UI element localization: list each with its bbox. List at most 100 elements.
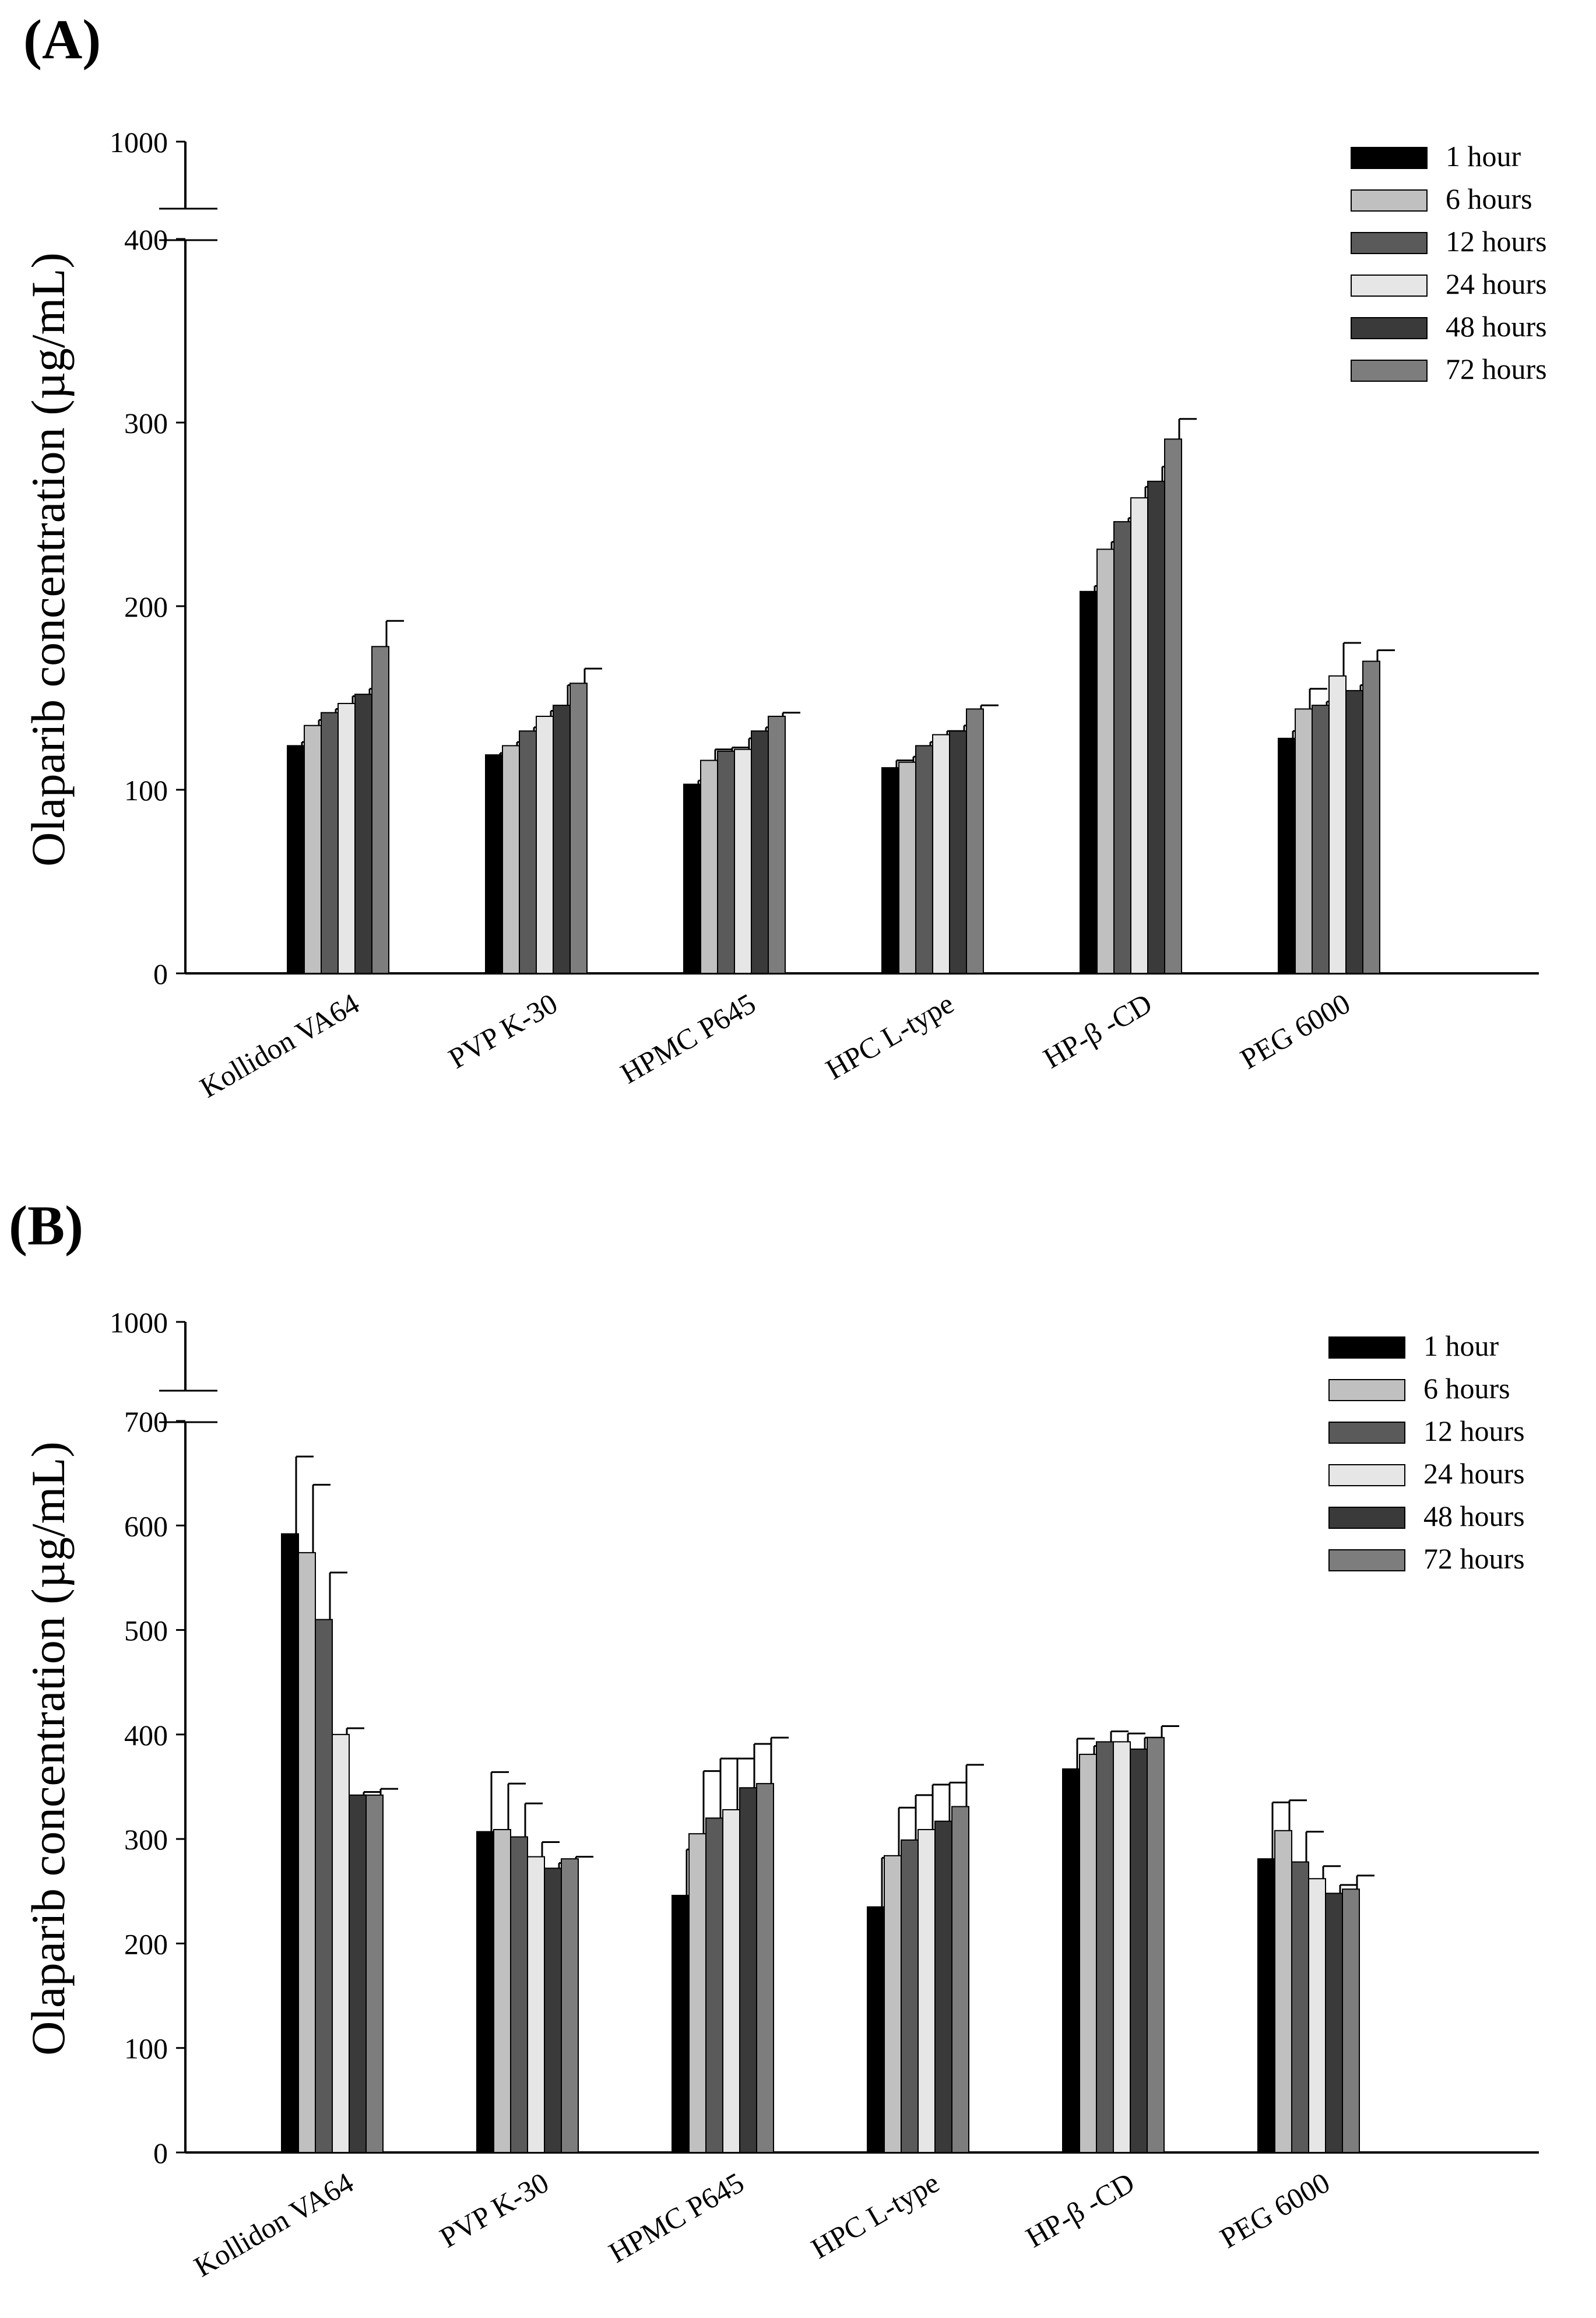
panel-b-y-tick-label: 300 <box>124 1823 168 1856</box>
panel-a-bar <box>734 748 752 974</box>
panel-a-y-tick-label: 200 <box>124 590 168 623</box>
panel-b-legend-swatch <box>1328 1336 1405 1359</box>
panel-a-bar <box>1345 690 1363 975</box>
panel-b-legend-label: 48 hours <box>1423 1500 1525 1532</box>
panel-b-legend-swatch <box>1328 1507 1405 1529</box>
panel-a-bar <box>570 683 588 975</box>
panel-a-bar <box>1113 521 1131 974</box>
panel-b-label: (B) <box>9 1194 83 1257</box>
panel-a-bar <box>1080 590 1098 974</box>
panel-a-legend-label: 48 hours <box>1446 310 1547 343</box>
panel-a-y-tick-label: 300 <box>124 407 168 439</box>
panel-b-legend-swatch <box>1328 1549 1405 1571</box>
panel-a-legend-swatch <box>1351 189 1428 212</box>
panel-b-bar <box>1308 1878 1326 2154</box>
panel-b-y-tick-label: 500 <box>124 1614 168 1647</box>
panel-a-bar <box>1096 548 1115 974</box>
panel-b-bar <box>281 1533 299 2154</box>
panel-a-y-tick-label: 1000 <box>110 126 168 159</box>
panel-b-bar <box>510 1836 528 2153</box>
panel-b-bar <box>349 1794 367 2153</box>
panel-b-legend-label: 12 hours <box>1423 1415 1525 1447</box>
panel-a-y-tick-label: 0 <box>153 958 168 990</box>
panel-a-legend-swatch <box>1351 232 1428 254</box>
panel-b-bar <box>1147 1737 1165 2153</box>
panel-b-bar <box>1113 1741 1131 2154</box>
panel-a-bar <box>304 724 322 974</box>
panel-a-bar <box>1147 480 1165 974</box>
panel-a-y-tick-label: 400 <box>124 223 168 256</box>
panel-a-bar <box>881 767 899 974</box>
panel-a-bar <box>287 745 305 975</box>
panel-b-bar <box>1257 1858 1275 2153</box>
panel-b-bar <box>476 1831 494 2153</box>
panel-b-legend: 1 hour 6 hours 12 hours 24 hours 48 hours 72 … <box>1328 1329 1525 1575</box>
panel-a-y-ticks: 0 100 200 300 400 1000 <box>110 126 185 990</box>
panel-b-legend-swatch <box>1328 1379 1405 1401</box>
panel-b-bar <box>544 1867 562 2153</box>
panel-b-y-axis-label: Olaparib concentration (µg/mL) <box>22 1441 75 2056</box>
panel-a-legend-label: 6 hours <box>1446 182 1532 215</box>
panel-a-label: (A) <box>23 8 101 71</box>
panel-b-bar <box>672 1894 690 2153</box>
panel-a-bars <box>287 418 1395 975</box>
panel-b-y-tick-label: 600 <box>124 1510 168 1542</box>
panel-a-bar <box>1295 708 1313 975</box>
panel-a-legend-label: 12 hours <box>1446 225 1547 258</box>
panel-b-bar <box>1079 1753 1097 2153</box>
panel-b-bar <box>739 1787 757 2154</box>
panel-b-bar <box>527 1856 545 2153</box>
panel-a-bar <box>519 730 537 974</box>
panel-b-bar <box>901 1839 919 2154</box>
panel-a-bar <box>751 730 769 974</box>
panel-a-y-tick-label: 100 <box>124 774 168 807</box>
panel-b-bar <box>1291 1861 1309 2153</box>
panel-a-bar <box>553 705 571 974</box>
panel-a-bar <box>932 734 950 974</box>
panel-a-legend-label: 72 hours <box>1446 353 1547 385</box>
panel-a-bar <box>966 708 984 975</box>
panel-b-bars <box>281 1455 1374 2154</box>
panel-b-bar <box>688 1833 706 2153</box>
panel-b-bar <box>1130 1748 1148 2153</box>
panel-b-bar <box>561 1858 579 2153</box>
panel-a-bar <box>502 745 520 975</box>
panel-b-bar <box>332 1733 350 2154</box>
panel-a-bar <box>898 761 916 974</box>
panel-b-bar <box>867 1906 885 2153</box>
panel-b-legend-label: 72 hours <box>1423 1542 1525 1575</box>
panel-b-legend-swatch <box>1328 1422 1405 1444</box>
panel-a-legend: 1 hour 6 hours 12 hours 24 hours 48 hours 72 … <box>1351 140 1547 385</box>
panel-b-bar <box>1274 1830 1292 2154</box>
panel-a-legend-swatch <box>1351 360 1428 382</box>
panel-b-bar <box>934 1820 952 2153</box>
panel-b-bar <box>493 1829 511 2153</box>
panel-a-bar <box>1278 737 1296 975</box>
panel-b-y-tick-label: 700 <box>124 1405 168 1438</box>
panel-b-legend-label: 6 hours <box>1423 1372 1510 1405</box>
panel-a-y-axis-label: Olaparib concentration (µg/mL) <box>22 252 75 867</box>
panel-b-y-tick-label: 400 <box>124 1719 168 1751</box>
panel-b-legend-swatch <box>1328 1464 1405 1486</box>
panel-b-y-tick-label: 200 <box>124 1927 168 1960</box>
panel-a-bar <box>371 646 389 975</box>
panel-a-legend-label: 24 hours <box>1446 268 1547 300</box>
panel-a-bar <box>717 750 735 974</box>
panel-b-bar <box>722 1809 740 2153</box>
panel-b-bar <box>365 1794 384 2153</box>
panel-b-bar <box>917 1829 936 2153</box>
panel-b-bar <box>1096 1741 1114 2154</box>
panel-b-bar <box>315 1619 333 2153</box>
panel-b-bar <box>756 1783 774 2153</box>
panel-a-legend-swatch <box>1351 147 1428 169</box>
panel-a-bar <box>1362 660 1380 974</box>
panel-a-legend-swatch <box>1351 275 1428 297</box>
panel-b-bar <box>1342 1888 1360 2153</box>
panel-a-bar <box>683 783 701 975</box>
panel-b-y-ticks: 0 100 200 300 400 500 600 700 1000 <box>110 1306 185 2169</box>
panel-a-bar <box>915 745 933 975</box>
panel-b-legend-label: 24 hours <box>1423 1457 1525 1490</box>
panel-a-bar <box>1164 438 1182 974</box>
panel-b-bar <box>298 1552 316 2153</box>
